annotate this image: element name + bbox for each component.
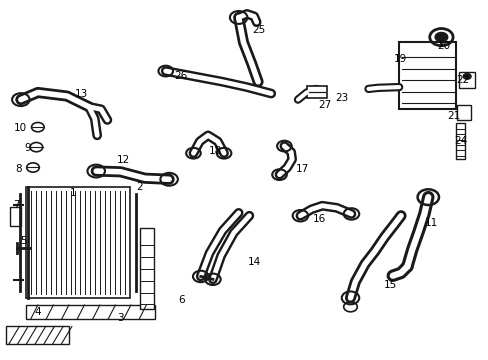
- Text: 13: 13: [75, 89, 88, 99]
- Text: 6: 6: [178, 295, 184, 305]
- Polygon shape: [6, 327, 69, 344]
- Bar: [10, 207, 21, 226]
- Text: 3: 3: [117, 312, 123, 323]
- Text: 27: 27: [318, 100, 331, 110]
- Text: 15: 15: [383, 280, 396, 291]
- Text: 11: 11: [424, 218, 437, 228]
- Text: 4: 4: [35, 307, 41, 317]
- Bar: [26, 187, 130, 298]
- Text: 5: 5: [20, 236, 26, 246]
- Text: 16: 16: [313, 214, 326, 224]
- Text: 23: 23: [334, 93, 347, 103]
- Bar: [306, 86, 326, 98]
- Bar: [458, 72, 474, 88]
- Text: 10: 10: [14, 123, 27, 133]
- Text: 22: 22: [456, 75, 469, 85]
- Circle shape: [462, 73, 470, 79]
- Text: 14: 14: [247, 257, 260, 267]
- Circle shape: [434, 32, 447, 42]
- Text: 19: 19: [393, 54, 406, 64]
- Text: 9: 9: [25, 143, 31, 153]
- Bar: [26, 305, 154, 319]
- Bar: [457, 105, 470, 120]
- Text: 18: 18: [208, 147, 222, 157]
- Text: 21: 21: [446, 111, 459, 121]
- Text: 2: 2: [136, 182, 143, 192]
- Text: 24: 24: [453, 136, 467, 146]
- Text: 17: 17: [296, 164, 309, 174]
- Bar: [140, 228, 153, 309]
- Bar: [398, 42, 456, 109]
- Text: 1: 1: [70, 188, 77, 198]
- Text: 12: 12: [116, 156, 129, 165]
- Text: 25: 25: [252, 25, 265, 35]
- Text: 7: 7: [13, 200, 19, 210]
- Text: 8: 8: [15, 164, 21, 174]
- Text: 20: 20: [436, 41, 449, 51]
- Bar: [455, 123, 464, 158]
- Text: 26: 26: [174, 71, 187, 81]
